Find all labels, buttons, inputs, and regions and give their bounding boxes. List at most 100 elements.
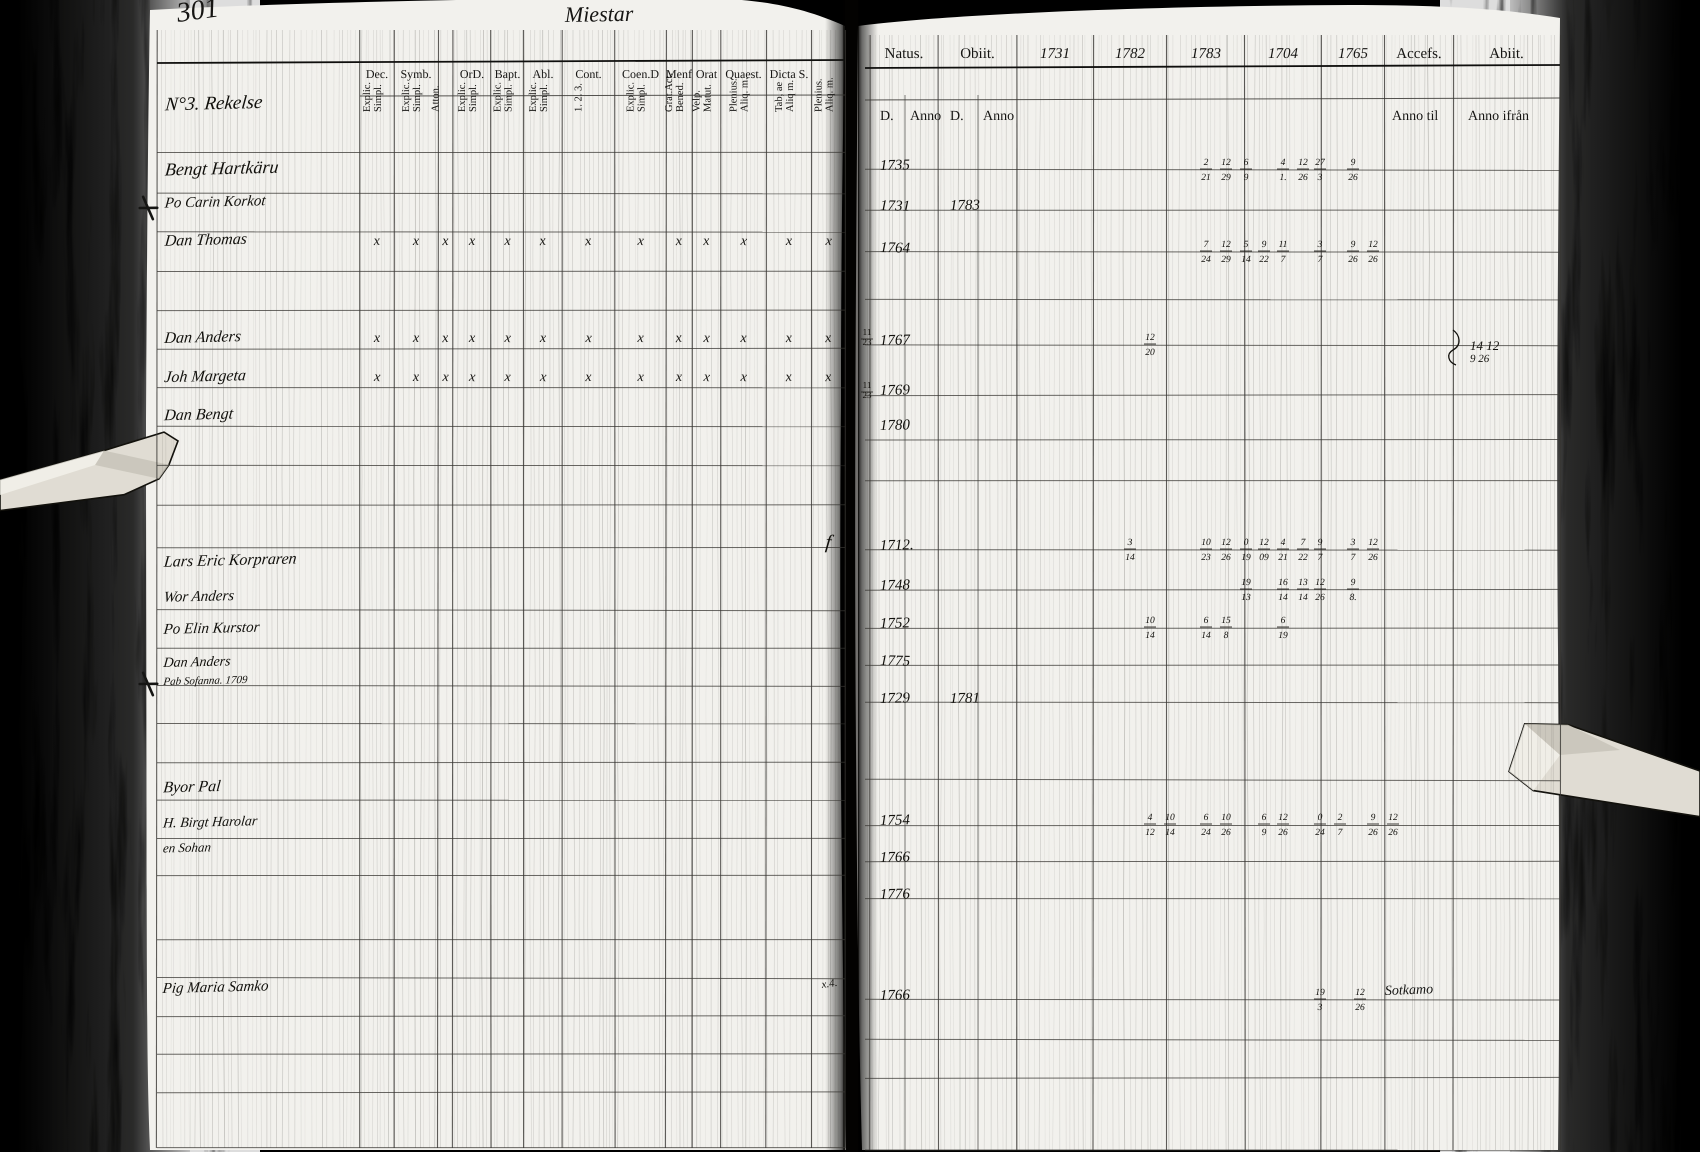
svg-text:1731: 1731 <box>1040 46 1070 62</box>
svg-text:Pab Sofanna. 1709: Pab Sofanna. 1709 <box>162 674 249 688</box>
svg-text:Lars Eric Korpraren: Lars Eric Korpraren <box>162 550 297 570</box>
svg-text:1783: 1783 <box>950 197 980 214</box>
svg-text:Abiit.: Abiit. <box>1489 46 1524 62</box>
svg-text:12: 12 <box>1278 813 1288 823</box>
svg-text:26: 26 <box>1298 173 1308 183</box>
svg-text:14: 14 <box>1278 593 1288 603</box>
svg-text:1754: 1754 <box>880 812 911 829</box>
svg-text:12: 12 <box>1145 828 1155 838</box>
svg-text:24: 24 <box>1201 255 1211 265</box>
svg-text:6: 6 <box>1204 813 1209 823</box>
svg-text:1766: 1766 <box>880 849 911 866</box>
svg-text:24: 24 <box>1315 828 1325 838</box>
svg-text:26: 26 <box>1368 255 1378 265</box>
svg-text:Explic.: Explic. <box>362 82 373 112</box>
svg-text:1729: 1729 <box>880 690 911 707</box>
svg-text:Simpl.: Simpl. <box>539 84 550 112</box>
svg-text:Simpl.: Simpl. <box>373 84 384 112</box>
svg-text:Coen.D: Coen.D <box>622 67 659 81</box>
svg-text:26: 26 <box>1221 553 1231 563</box>
svg-text:Accefs.: Accefs. <box>1396 46 1441 62</box>
svg-text:Simpl.: Simpl. <box>468 84 479 112</box>
svg-text:14 12: 14 12 <box>1470 338 1500 353</box>
svg-text:Pig Maria Samko: Pig Maria Samko <box>161 978 270 997</box>
svg-text:22: 22 <box>1259 255 1269 265</box>
svg-text:22: 22 <box>1298 553 1308 563</box>
svg-text:Matut.: Matut. <box>703 84 714 112</box>
svg-text:Abl.: Abl. <box>533 67 554 81</box>
svg-text:12: 12 <box>1355 988 1365 998</box>
svg-text:Aliq. m.: Aliq. m. <box>740 77 751 112</box>
svg-text:12: 12 <box>1368 240 1378 250</box>
svg-text:H. Birgt Harolar: H. Birgt Harolar <box>161 814 258 831</box>
svg-text:Wor Anders: Wor Anders <box>163 588 235 606</box>
svg-text:9: 9 <box>1371 813 1376 823</box>
svg-text:1704: 1704 <box>1268 46 1299 62</box>
svg-text:Grat.Act.: Grat.Act. <box>664 73 675 112</box>
svg-text:1765: 1765 <box>1338 46 1369 62</box>
svg-text:Joh Margeta: Joh Margeta <box>164 367 247 386</box>
svg-text:Po Carin Korkot: Po Carin Korkot <box>163 193 267 212</box>
svg-text:Aliq. m.: Aliq. m. <box>825 77 836 112</box>
svg-text:x: x <box>468 234 476 249</box>
svg-text:D.: D. <box>880 109 894 124</box>
svg-text:Anno ifrån: Anno ifrån <box>1468 109 1529 124</box>
svg-text:1780: 1780 <box>880 417 911 434</box>
svg-text:26: 26 <box>1315 593 1325 603</box>
svg-text:Miestar: Miestar <box>564 1 634 27</box>
svg-text:Dec.: Dec. <box>366 67 388 81</box>
svg-text:13: 13 <box>1241 593 1251 603</box>
svg-text:1781: 1781 <box>950 690 980 707</box>
svg-text:10: 10 <box>1221 813 1231 823</box>
svg-text:Simpl.: Simpl. <box>504 84 515 112</box>
svg-text:14: 14 <box>1201 631 1211 641</box>
svg-text:15: 15 <box>1221 616 1231 626</box>
svg-text:12: 12 <box>1145 333 1155 343</box>
svg-text:14: 14 <box>1125 553 1135 563</box>
svg-text:5: 5 <box>1244 240 1249 250</box>
svg-text:x: x <box>412 331 420 346</box>
svg-text:23: 23 <box>863 337 873 347</box>
svg-text:x: x <box>675 370 683 385</box>
svg-text:21: 21 <box>1201 173 1211 183</box>
svg-text:12: 12 <box>1221 240 1231 250</box>
svg-text:12: 12 <box>1298 158 1308 168</box>
svg-text:14: 14 <box>1145 631 1155 641</box>
svg-text:24: 24 <box>1201 828 1211 838</box>
svg-text:26: 26 <box>1278 828 1288 838</box>
svg-text:x: x <box>739 331 747 346</box>
svg-text:0: 0 <box>1318 813 1323 823</box>
svg-text:26: 26 <box>1368 553 1378 563</box>
svg-text:x: x <box>785 234 793 249</box>
svg-text:23: 23 <box>863 390 873 400</box>
svg-text:11: 11 <box>1279 240 1288 250</box>
svg-text:Anno: Anno <box>910 109 941 124</box>
svg-text:Bengt Hartkäru: Bengt Hartkäru <box>164 157 279 180</box>
svg-text:14: 14 <box>1165 828 1175 838</box>
svg-text:2: 2 <box>1338 813 1343 823</box>
svg-text:19: 19 <box>1278 631 1288 641</box>
svg-text:1748: 1748 <box>880 577 911 594</box>
svg-text:Dan Thomas: Dan Thomas <box>163 231 248 250</box>
svg-text:1776: 1776 <box>880 886 911 903</box>
svg-text:Plenius.: Plenius. <box>814 78 825 112</box>
svg-text:9: 9 <box>1351 240 1356 250</box>
svg-text:1752: 1752 <box>880 615 911 632</box>
svg-text:Velp.: Velp. <box>692 90 703 112</box>
svg-text:3: 3 <box>1317 173 1323 183</box>
svg-text:1775: 1775 <box>880 653 911 670</box>
svg-text:9: 9 <box>1244 173 1249 183</box>
svg-text:11: 11 <box>863 380 872 390</box>
svg-text:10: 10 <box>1145 616 1155 626</box>
svg-text:0: 0 <box>1244 538 1249 548</box>
svg-text:Tab, ae: Tab, ae <box>774 81 785 112</box>
svg-text:1766: 1766 <box>880 987 911 1004</box>
svg-text:Plenius.: Plenius. <box>729 78 740 112</box>
svg-text:Explic.: Explic. <box>528 82 539 112</box>
svg-text:20: 20 <box>1145 348 1155 358</box>
svg-text:x.4.: x.4. <box>820 977 838 991</box>
svg-text:4: 4 <box>1281 538 1286 548</box>
svg-text:23: 23 <box>1201 553 1211 563</box>
svg-text:Symb.: Symb. <box>400 67 431 81</box>
svg-text:Orat: Orat <box>696 67 718 81</box>
